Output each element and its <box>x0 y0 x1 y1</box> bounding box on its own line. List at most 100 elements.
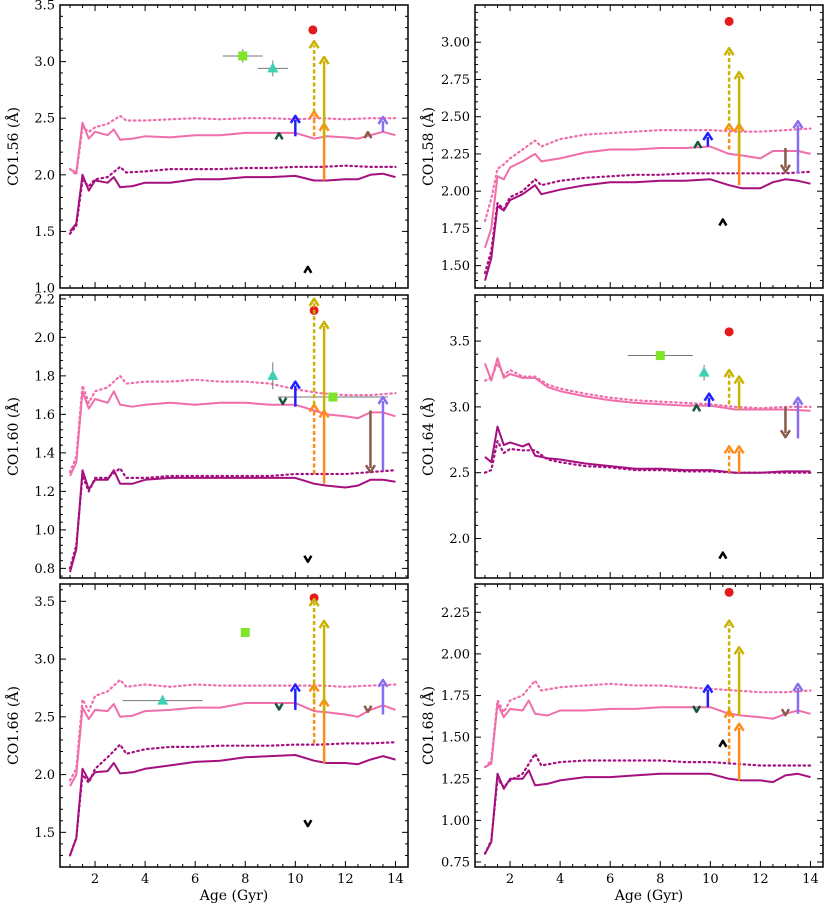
y-tick-label: 1.2 <box>34 485 55 500</box>
x-tick-label: 4 <box>556 872 564 887</box>
y-axis: 1.50 1.75 2.00 2.25 2.50 2.75 3.00 CO1.58 (Å) <box>419 4 823 289</box>
y-axis-label: CO1.64 (Å) <box>419 397 437 476</box>
caret-down-marker <box>363 705 373 714</box>
triangle-marker <box>267 62 279 73</box>
series-line <box>68 164 397 235</box>
series-line <box>483 362 812 410</box>
y-tick-label: 2.5 <box>34 710 55 725</box>
y-axis-label: CO1.58 (Å) <box>419 107 437 186</box>
y-tick-label: 1.75 <box>441 222 470 237</box>
y-tick-label: 1.50 <box>441 731 470 746</box>
limit-arrow <box>318 320 330 411</box>
caret-down-marker <box>303 819 313 828</box>
limit-arrow <box>289 683 301 710</box>
y-tick-label: 3.0 <box>34 653 55 668</box>
series-line <box>484 178 811 281</box>
limit-arrow <box>377 115 389 132</box>
y-tick-label: 3.0 <box>449 400 470 415</box>
y-tick-label: 2.0 <box>34 331 55 346</box>
x-tick-label: 2 <box>91 872 99 887</box>
limit-arrow <box>364 410 376 474</box>
triangle-marker <box>157 694 169 705</box>
series-line <box>68 467 397 570</box>
y-tick-label: 2.5 <box>449 466 470 481</box>
x-tick-label: 6 <box>191 872 199 887</box>
y-tick-label: 3.5 <box>34 0 55 14</box>
axes-frame <box>59 294 409 579</box>
square-marker <box>328 392 338 402</box>
plot-area <box>483 587 812 855</box>
y-tick-label: 2.25 <box>441 606 470 621</box>
limit-arrow <box>308 39 320 113</box>
axes-frame <box>474 294 824 579</box>
caret-up-marker <box>693 140 703 149</box>
limit-arrow <box>702 131 714 147</box>
series-line <box>69 172 396 233</box>
triangle-marker <box>698 366 710 377</box>
y-tick-label: 1.0 <box>34 523 55 538</box>
limit-arrow <box>733 722 745 781</box>
limit-arrow <box>779 406 791 439</box>
y-tick-label: 2.75 <box>441 73 470 88</box>
axes-frame <box>59 583 409 868</box>
y-tick-label: 1.75 <box>441 689 470 704</box>
x-axis <box>484 295 811 578</box>
x-axis <box>69 295 396 578</box>
x-axis-label: Age (Gyr) <box>614 888 684 904</box>
limit-arrow <box>723 368 735 405</box>
limit-arrow <box>308 683 320 744</box>
series-line <box>69 702 396 787</box>
y-axis-label: CO1.68 (Å) <box>419 686 437 765</box>
series-line <box>484 357 811 412</box>
y-tick-label: 3.00 <box>441 36 470 51</box>
limit-arrow <box>733 70 745 154</box>
limit-arrow <box>318 619 330 715</box>
series-line <box>69 121 396 174</box>
y-tick-label: 1.25 <box>441 772 470 787</box>
x-tick-label: 6 <box>606 872 614 887</box>
limit-arrow <box>792 396 804 439</box>
caret-down-marker <box>303 555 313 563</box>
y-tick-label: 0.8 <box>34 562 55 577</box>
axes-frame <box>59 4 409 289</box>
series-line <box>68 114 397 176</box>
series-line <box>69 390 396 477</box>
limit-arrow <box>308 297 320 405</box>
y-tick-label: 1.5 <box>34 826 55 841</box>
y-tick-label: 3.0 <box>34 55 55 70</box>
limit-arrow <box>733 375 745 410</box>
panel-co160: 0.8 1.0 1.2 1.4 1.6 1.8 2.0 2.2 CO1.60 (Å) <box>4 292 409 579</box>
limit-arrow <box>792 682 804 714</box>
y-axis: 1.0 1.5 2.0 2.5 3.0 3.5 CO1.56 (Å) <box>4 0 408 297</box>
series-line <box>483 170 812 275</box>
plot-area <box>68 297 397 573</box>
limit-arrow <box>702 684 714 708</box>
limit-arrow <box>318 409 330 484</box>
plot-area <box>483 16 812 281</box>
y-tick-label: 3.5 <box>449 335 470 350</box>
x-tick-label: 14 <box>387 872 404 887</box>
y-tick-label: 2.25 <box>441 147 470 162</box>
y-tick-label: 1.8 <box>34 369 55 384</box>
caret-down-marker <box>780 708 791 717</box>
caret-up-marker <box>274 132 284 140</box>
limit-arrow <box>318 55 330 139</box>
y-tick-label: 2.0 <box>449 532 470 547</box>
y-tick-label: 2.00 <box>441 647 470 662</box>
limit-arrow <box>733 445 745 473</box>
y-axis-label: CO1.66 (Å) <box>4 686 22 765</box>
x-tick-label: 2 <box>506 872 514 887</box>
panel-co164: 2.0 2.5 3.0 3.5 CO1.64 (Å) <box>419 294 824 579</box>
x-axis-label: Age (Gyr) <box>199 888 269 904</box>
plot-area <box>68 593 397 857</box>
y-axis: 0.8 1.0 1.2 1.4 1.6 1.8 2.0 2.2 CO1.60 (Å) <box>4 292 408 577</box>
caret-up-marker <box>691 403 702 412</box>
circle-marker <box>724 16 734 26</box>
x-tick-label: 10 <box>702 872 719 887</box>
x-tick-label: 14 <box>802 872 819 887</box>
y-tick-label: 1.0 <box>34 282 55 297</box>
limit-arrow <box>733 646 745 716</box>
limit-arrow <box>723 619 735 711</box>
x-tick-label: 8 <box>656 872 664 887</box>
